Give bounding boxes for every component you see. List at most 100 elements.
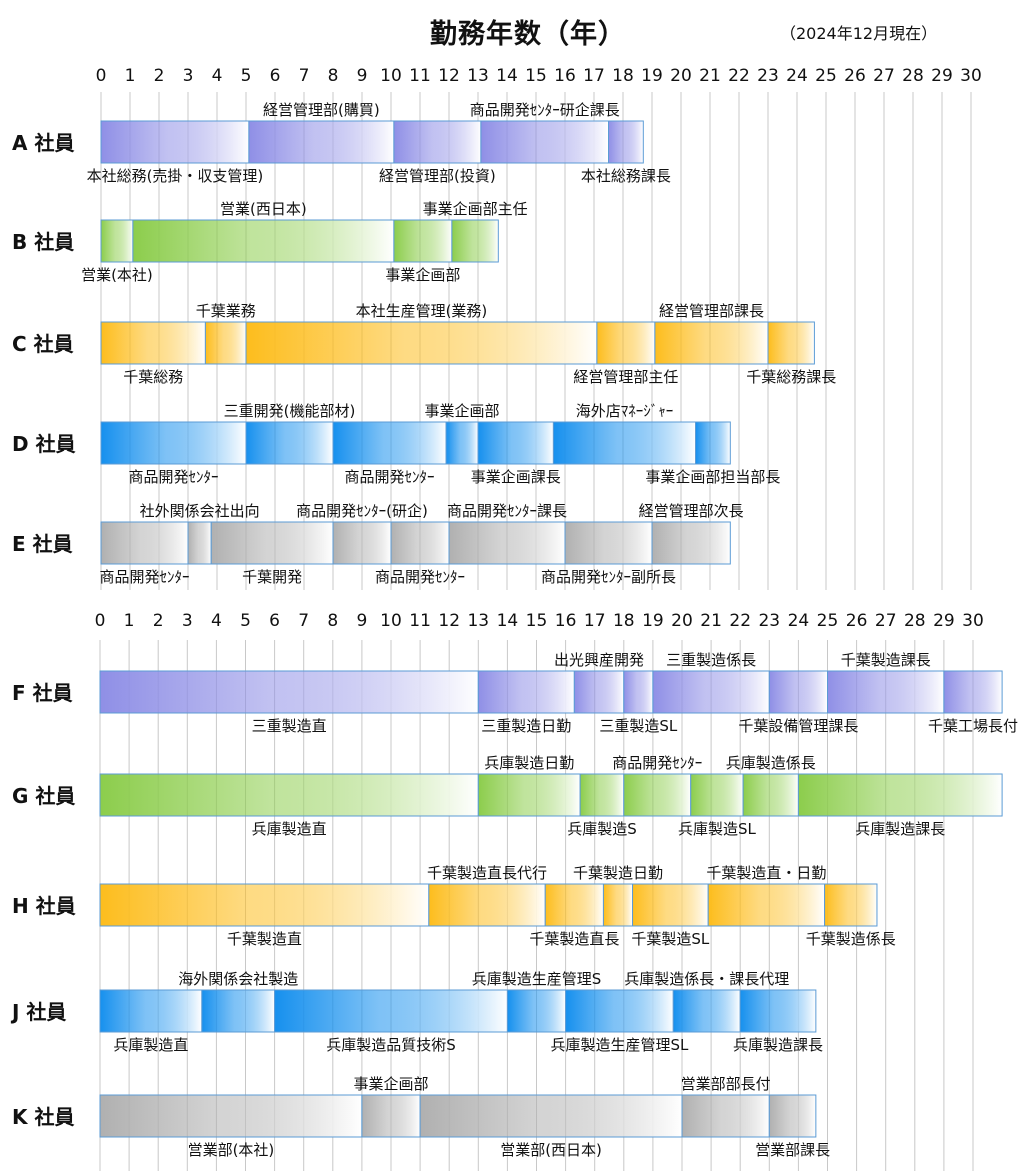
career-segment-bar <box>99 1094 363 1138</box>
career-segment-label: 千葉総務 <box>123 368 183 386</box>
career-segment-label: 本社生産管理(業務) <box>356 302 488 320</box>
x-tick-label: 24 <box>788 611 810 631</box>
career-segment-bar <box>768 670 828 714</box>
x-tick-label: 30 <box>960 66 982 86</box>
career-segment-label: 兵庫製造課長 <box>733 1036 823 1054</box>
career-segment-label: 兵庫製造直 <box>252 820 327 838</box>
x-tick-label: 25 <box>817 611 839 631</box>
career-segment-label: 商品開発ｾﾝﾀｰ <box>612 754 702 772</box>
career-segment-label: 兵庫製造直 <box>113 1036 188 1054</box>
x-tick-label: 12 <box>438 66 460 86</box>
x-tick-label: 21 <box>700 611 722 631</box>
x-tick-label: 11 <box>409 66 431 86</box>
x-tick-label: 3 <box>182 611 193 631</box>
x-tick-label: 26 <box>846 611 868 631</box>
career-segment-bar <box>768 1094 817 1138</box>
career-segment-bar <box>332 421 447 465</box>
career-segment-label: 兵庫製造生産管理SL <box>550 1036 689 1054</box>
career-segment-bar <box>565 989 674 1033</box>
career-segment-bar <box>742 773 799 817</box>
career-segment-label: 事業企画課長 <box>471 468 561 486</box>
career-segment-label: 千葉総務課長 <box>746 368 836 386</box>
x-tick-label: 2 <box>154 66 165 86</box>
career-segment-label: 千葉製造課長 <box>841 651 931 669</box>
career-segment-bar <box>681 1094 770 1138</box>
career-segment-bar <box>544 883 604 927</box>
career-segment-label: 経営管理部(購買) <box>263 101 380 119</box>
career-segment-label: 事業企画部 <box>385 266 460 284</box>
x-tick-label: 5 <box>241 66 252 86</box>
x-tick-label: 27 <box>873 66 895 86</box>
employee-label: F 社員 <box>12 681 73 705</box>
career-segment-bar <box>477 670 575 714</box>
career-segment-bar <box>445 421 479 465</box>
career-segment-label: 事業企画部 <box>425 402 500 420</box>
career-segment-bar <box>204 321 247 365</box>
career-segment-bar <box>564 521 653 565</box>
career-segment-label: 経営管理部(投資) <box>379 167 496 185</box>
career-segment-label: 三重製造日勤 <box>481 717 571 735</box>
career-segment-label: 千葉製造直長 <box>529 930 619 948</box>
x-tick-label: 23 <box>757 66 779 86</box>
career-segment-label: 営業部(本社) <box>188 1141 275 1159</box>
x-tick-label: 15 <box>526 611 548 631</box>
career-segment-bar <box>99 989 203 1033</box>
career-segment-label: 出光興産開発 <box>554 651 644 669</box>
career-segment-label: 海外関係会社製造 <box>178 970 298 988</box>
career-segment-label: 商品開発ｾﾝﾀｰ副所長 <box>541 568 676 586</box>
career-segment-bar <box>579 773 625 817</box>
x-tick-label: 28 <box>902 66 924 86</box>
career-segment-bar <box>274 989 508 1033</box>
x-tick-label: 0 <box>96 66 107 86</box>
chart-title: 勤務年数（年） <box>430 19 626 50</box>
career-segment-bar <box>419 1094 683 1138</box>
career-segment-bar <box>651 521 731 565</box>
x-tick-label: 23 <box>758 611 780 631</box>
career-segment-label: 千葉工場長付 <box>928 717 1018 735</box>
career-segment-bar <box>99 670 479 714</box>
career-segment-label: 千葉開発 <box>242 568 302 586</box>
x-tick-label: 16 <box>554 66 576 86</box>
x-tick-label: 8 <box>327 611 338 631</box>
x-tick-label: 21 <box>699 66 721 86</box>
career-segment-label: 千葉製造日勤 <box>573 864 663 882</box>
career-segment-label: 本社総務(売掛・収支管理) <box>87 167 264 185</box>
career-segment-label: 商品開発ｾﾝﾀｰ <box>345 468 435 486</box>
career-segment-bar <box>99 773 479 817</box>
x-tick-label: 19 <box>642 611 664 631</box>
career-segment-bar <box>767 321 815 365</box>
x-tick-label: 1 <box>125 66 136 86</box>
x-tick-label: 3 <box>183 66 194 86</box>
career-segment-bar <box>573 670 625 714</box>
career-segment-bar <box>690 773 744 817</box>
career-segment-bar <box>451 219 499 263</box>
x-tick-label: 18 <box>612 66 634 86</box>
career-segment-bar <box>99 883 430 927</box>
career-segment-label: 本社総務課長 <box>581 167 671 185</box>
career-segment-label: 千葉製造直長代行 <box>427 864 547 882</box>
career-segment-label: 商品開発ｾﾝﾀｰ <box>128 468 218 486</box>
x-tick-label: 12 <box>438 611 460 631</box>
employee-label: K 社員 <box>12 1105 74 1129</box>
career-segment-label: 営業部(西日本) <box>500 1141 602 1159</box>
x-tick-label: 25 <box>815 66 837 86</box>
career-segment-label: 商品開発ｾﾝﾀｰ研企課長 <box>470 101 620 119</box>
career-segment-bar <box>100 521 189 565</box>
career-segment-bar <box>480 120 609 164</box>
employee-label: B 社員 <box>12 230 74 254</box>
career-segment-label: 兵庫製造S <box>567 820 637 838</box>
x-tick-label: 5 <box>240 611 251 631</box>
career-segment-bar <box>608 120 644 164</box>
career-segment-label: 営業(本社) <box>81 266 153 284</box>
career-segment-label: 兵庫製造係長・課長代理 <box>624 970 789 988</box>
x-tick-label: 28 <box>904 611 926 631</box>
career-segment-label: 経営管理部次長 <box>639 502 744 520</box>
career-segment-bar <box>393 219 453 263</box>
x-tick-label: 19 <box>641 66 663 86</box>
x-tick-label: 2 <box>153 611 164 631</box>
career-segment-label: 千葉製造SL <box>631 930 710 948</box>
career-segment-bar <box>100 321 206 365</box>
career-segment-bar <box>623 773 692 817</box>
career-segment-label: 千葉製造係長 <box>806 930 896 948</box>
